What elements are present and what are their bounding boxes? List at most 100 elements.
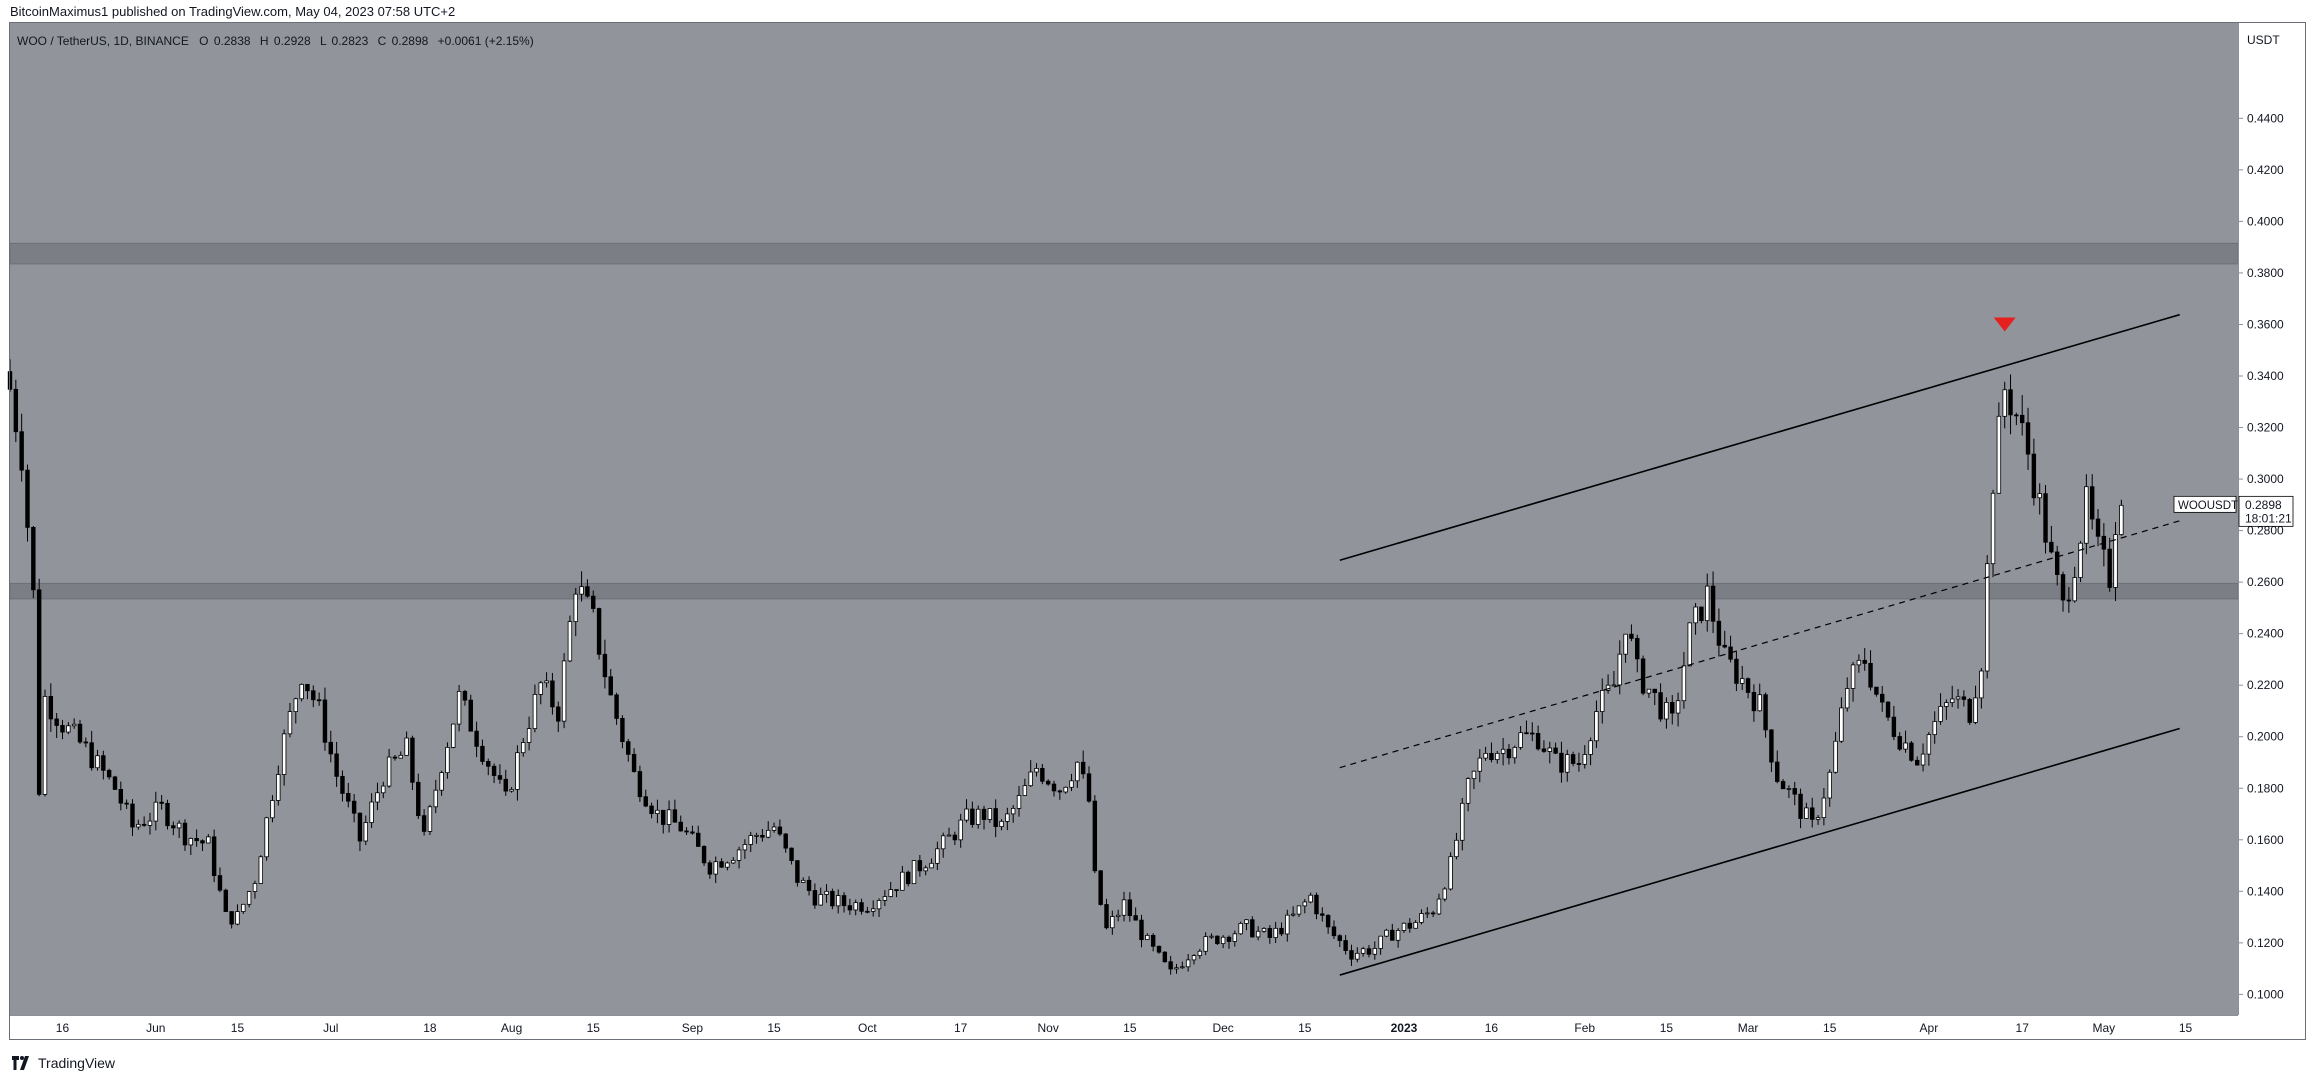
candle[interactable] (1839, 697, 1844, 743)
candle[interactable] (31, 526, 36, 599)
candle[interactable] (357, 812, 363, 852)
candle[interactable] (480, 739, 485, 765)
candle[interactable] (1798, 788, 1803, 829)
candle[interactable] (1355, 947, 1360, 963)
candle[interactable] (818, 887, 823, 906)
candle[interactable] (1944, 699, 1949, 720)
candle[interactable] (410, 735, 415, 791)
candle[interactable] (462, 689, 468, 706)
candle[interactable] (2025, 407, 2031, 470)
candle[interactable] (2084, 474, 2089, 555)
candle[interactable] (1775, 750, 1780, 784)
candle[interactable] (1145, 933, 1150, 941)
candle[interactable] (299, 683, 304, 702)
candle[interactable] (1897, 732, 1902, 751)
candle[interactable] (958, 813, 963, 848)
candle[interactable] (1261, 927, 1267, 933)
candle[interactable] (964, 799, 969, 823)
candle[interactable] (1220, 935, 1226, 949)
candle[interactable] (106, 768, 112, 780)
candle[interactable] (159, 794, 164, 810)
candle[interactable] (1302, 898, 1308, 914)
candle[interactable] (1063, 786, 1068, 794)
candle[interactable] (1156, 945, 1162, 954)
candle[interactable] (1530, 722, 1535, 742)
candle[interactable] (1938, 693, 1943, 725)
candle[interactable] (2119, 499, 2124, 536)
candle[interactable] (1827, 769, 1832, 807)
candle[interactable] (258, 855, 264, 884)
candle[interactable] (561, 653, 567, 729)
candle[interactable] (1133, 907, 1138, 921)
candle[interactable] (491, 763, 497, 784)
candle[interactable] (1419, 909, 1424, 925)
candle[interactable] (1110, 910, 1115, 935)
candle[interactable] (841, 892, 847, 913)
candle[interactable] (1454, 832, 1459, 860)
candle[interactable] (503, 769, 508, 796)
candle[interactable] (696, 825, 701, 847)
candle[interactable] (2037, 483, 2042, 515)
candle[interactable] (1815, 814, 1821, 825)
candle[interactable] (1640, 655, 1646, 696)
candle[interactable] (421, 809, 427, 836)
candle[interactable] (1290, 906, 1296, 917)
candle[interactable] (1384, 928, 1389, 938)
candle[interactable] (1022, 778, 1028, 796)
candle[interactable] (631, 748, 637, 773)
candle[interactable] (147, 812, 153, 835)
candle[interactable] (701, 845, 707, 867)
candle[interactable] (806, 876, 812, 896)
candle[interactable] (1121, 891, 1127, 922)
candle[interactable] (1926, 732, 1932, 766)
candle[interactable] (766, 821, 771, 839)
candle[interactable] (1582, 745, 1587, 769)
candle[interactable] (456, 684, 462, 732)
candle[interactable] (1874, 686, 1879, 697)
candle[interactable] (1051, 780, 1057, 797)
candle[interactable] (1984, 555, 1990, 679)
candle[interactable] (672, 799, 678, 823)
candle[interactable] (1413, 920, 1418, 929)
candle[interactable] (1215, 935, 1220, 945)
candle[interactable] (60, 719, 65, 740)
candle[interactable] (1646, 688, 1652, 698)
candle[interactable] (2107, 537, 2112, 592)
candle[interactable] (754, 832, 759, 844)
candle[interactable] (1547, 741, 1552, 764)
candle[interactable] (1325, 914, 1331, 934)
candle[interactable] (1868, 650, 1873, 691)
candle[interactable] (293, 697, 298, 724)
candle[interactable] (1600, 678, 1605, 724)
candle[interactable] (19, 413, 24, 482)
candle[interactable] (1961, 690, 1967, 707)
candle[interactable] (1238, 921, 1243, 935)
candle[interactable] (637, 765, 643, 802)
candle[interactable] (801, 877, 806, 883)
candle[interactable] (1524, 720, 1529, 735)
candle[interactable] (1804, 802, 1809, 819)
candle[interactable] (1390, 923, 1395, 941)
candle[interactable] (1553, 742, 1558, 755)
candle[interactable] (1792, 781, 1797, 806)
candle[interactable] (25, 464, 30, 542)
candle[interactable] (1734, 650, 1739, 692)
candle[interactable] (398, 751, 403, 759)
candle[interactable] (1565, 749, 1570, 782)
candle[interactable] (2078, 541, 2083, 583)
candle[interactable] (118, 781, 124, 811)
candle[interactable] (77, 719, 83, 744)
candle[interactable] (1996, 402, 2002, 494)
candle[interactable] (2043, 484, 2048, 554)
candle[interactable] (375, 782, 380, 811)
candle[interactable] (1098, 870, 1103, 906)
candle[interactable] (433, 779, 438, 814)
candle[interactable] (1273, 921, 1278, 943)
candle[interactable] (130, 799, 135, 836)
candle[interactable] (509, 787, 514, 793)
candle[interactable] (544, 672, 549, 688)
candle[interactable] (165, 799, 170, 830)
candle[interactable] (777, 819, 783, 837)
candle[interactable] (2002, 381, 2007, 429)
candle[interactable] (567, 615, 573, 663)
